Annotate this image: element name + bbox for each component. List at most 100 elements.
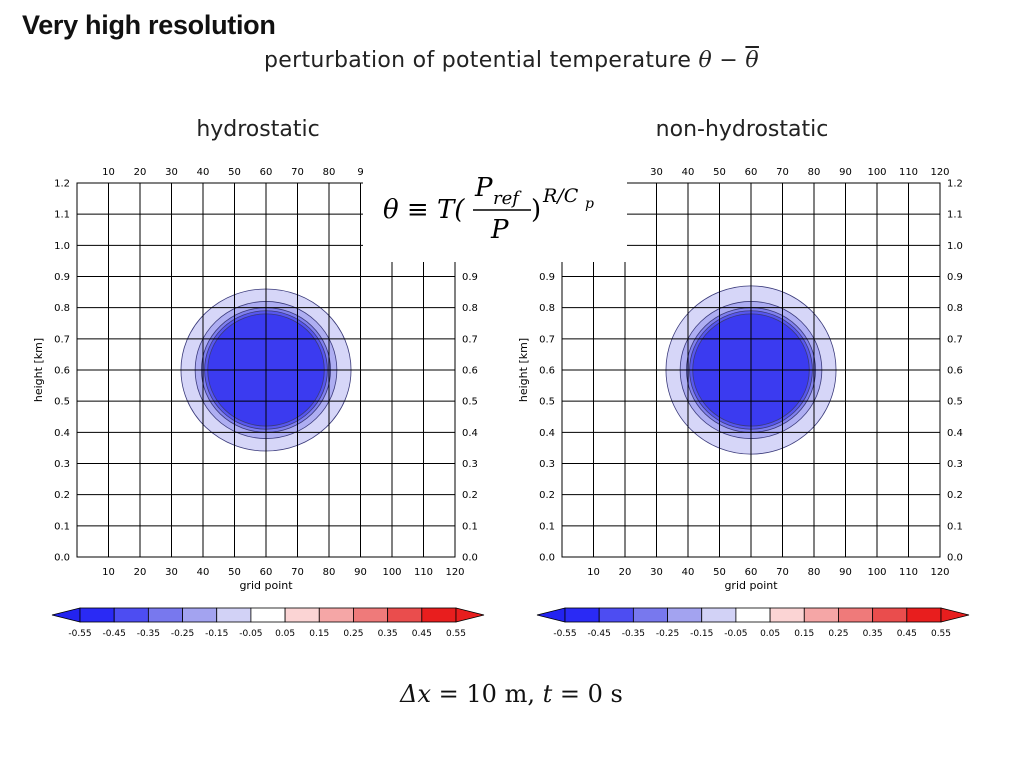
y-tick-label: 0.5 <box>54 397 70 408</box>
plot-frame <box>561 182 941 558</box>
formula-denominator: P <box>490 215 509 245</box>
colorbar-cell <box>735 607 771 623</box>
y-tick-label: 0.1 <box>539 521 555 532</box>
y-tick-label: 0.7 <box>539 334 555 345</box>
colorbar-cell <box>284 607 320 623</box>
colorbar-tick-label: 0.25 <box>828 629 848 639</box>
y-tick-label-right: 1.1 <box>947 210 963 221</box>
y-tick-label-right: 0.8 <box>462 303 478 314</box>
colorbar-tick-label: -0.25 <box>656 629 679 639</box>
colorbar-tick-label: 0.05 <box>275 629 295 639</box>
x-tick-label: 60 <box>260 567 273 578</box>
x-tick-label: 80 <box>323 567 336 578</box>
x-tick-label-top: 120 <box>930 167 949 178</box>
colorbar-tick-label: -0.55 <box>68 629 91 639</box>
x-tick-label: 110 <box>414 567 433 578</box>
x-tick-label: 60 <box>745 567 758 578</box>
colorbar-cell <box>803 607 839 623</box>
y-tick-label-right: 0.5 <box>947 397 963 408</box>
y-tick-label: 0.9 <box>539 272 555 283</box>
y-tick-label: 0.7 <box>54 334 70 345</box>
y-tick-label-right: 1.0 <box>947 241 963 252</box>
colorbar-cell <box>353 607 389 623</box>
y-tick-label: 1.1 <box>54 210 70 221</box>
colorbar-cell <box>147 607 183 623</box>
y-tick-label-right: 0.9 <box>462 272 478 283</box>
y-tick-label-right: 0.4 <box>462 428 478 439</box>
x-tick-label: 120 <box>930 567 949 578</box>
plot-title-hydrostatic: hydrostatic <box>196 117 320 142</box>
y-axis-label: height [km] <box>517 338 530 402</box>
y-tick-label: 0.5 <box>539 397 555 408</box>
x-tick-label-top: 60 <box>745 167 758 178</box>
x-tick-label: 70 <box>776 567 789 578</box>
colorbar-tick-label: 0.45 <box>412 629 432 639</box>
y-tick-label-right: 0.2 <box>947 490 963 501</box>
colorbar-cell <box>387 607 423 623</box>
colorbar-tick-label: 0.55 <box>446 629 466 639</box>
x-tick-label-top: 20 <box>134 167 147 178</box>
colorbar-cell <box>250 607 286 623</box>
caption-delta-x-value: = 10 m, <box>431 680 535 708</box>
y-tick-label: 0.8 <box>539 303 555 314</box>
plot-frame <box>76 182 456 558</box>
x-tick-label-top: 80 <box>323 167 336 178</box>
x-tick-label-top: 50 <box>713 167 726 178</box>
x-tick-label-top: 90 <box>839 167 852 178</box>
colorbar-cell <box>838 607 874 623</box>
colorbar-arrow-left <box>536 607 566 623</box>
colorbar-cell <box>598 607 634 623</box>
x-tick-label: 10 <box>587 567 600 578</box>
y-tick-label: 0.6 <box>539 366 555 377</box>
x-tick-label-top: 40 <box>682 167 695 178</box>
subtitle-theta: θ <box>698 48 713 73</box>
y-tick-label-right: 0.3 <box>462 459 478 470</box>
formula-numerator: P <box>474 173 493 203</box>
x-tick-label-top: 70 <box>291 167 304 178</box>
x-tick-label-top: 9 <box>357 167 363 178</box>
y-tick-label: 0.3 <box>54 459 70 470</box>
formula-numerator-sub: ref <box>493 188 522 209</box>
y-tick-label-right: 0.3 <box>947 459 963 470</box>
colorbar-tick-label: -0.25 <box>171 629 194 639</box>
x-tick-label: 30 <box>165 567 178 578</box>
x-axis-label: grid point <box>239 579 293 592</box>
x-tick-label: 110 <box>899 567 918 578</box>
y-tick-label: 1.0 <box>54 241 70 252</box>
colorbar-cell <box>318 607 354 623</box>
x-tick-label: 100 <box>867 567 886 578</box>
y-axis-label: height [km] <box>32 338 45 402</box>
x-axis-label: grid point <box>724 579 778 592</box>
colorbar-cell <box>216 607 252 623</box>
y-tick-label-right: 0.7 <box>462 334 478 345</box>
y-tick-label: 0.2 <box>54 490 70 501</box>
caption-t: t <box>542 680 553 708</box>
y-tick-label: 0.0 <box>54 553 70 564</box>
x-tick-label: 40 <box>197 567 210 578</box>
resolution-caption: Δx = 10 m, t = 0 s <box>0 680 1023 708</box>
colorbar-tick-label: 0.45 <box>897 629 917 639</box>
colorbar-tick-label: 0.15 <box>309 629 329 639</box>
colorbar-tick-label: -0.35 <box>622 629 645 639</box>
x-tick-label: 100 <box>382 567 401 578</box>
colorbar-cell <box>667 607 703 623</box>
slide-subtitle: perturbation of potential temperature θ … <box>0 48 1023 73</box>
colorbar-tick-label: -0.15 <box>205 629 228 639</box>
colorbar-cell <box>872 607 908 623</box>
x-tick-label-top: 40 <box>197 167 210 178</box>
y-tick-label-right: 0.2 <box>462 490 478 501</box>
colorbar-tick-label: -0.05 <box>239 629 262 639</box>
colorbar-tick-label: -0.45 <box>588 629 611 639</box>
x-tick-label-top: 100 <box>867 167 886 178</box>
plot-title-non-hydrostatic: non-hydrostatic <box>655 117 829 142</box>
caption-t-value: = 0 s <box>552 680 623 708</box>
colorbar-cell <box>79 607 115 623</box>
colorbar-arrow-left <box>51 607 81 623</box>
colorbar-tick-label: -0.55 <box>553 629 576 639</box>
y-tick-label: 0.1 <box>54 521 70 532</box>
y-tick-label-right: 0.1 <box>947 521 963 532</box>
x-tick-label: 90 <box>839 567 852 578</box>
x-tick-label: 70 <box>291 567 304 578</box>
x-tick-label: 50 <box>228 567 241 578</box>
y-tick-label: 0.8 <box>54 303 70 314</box>
